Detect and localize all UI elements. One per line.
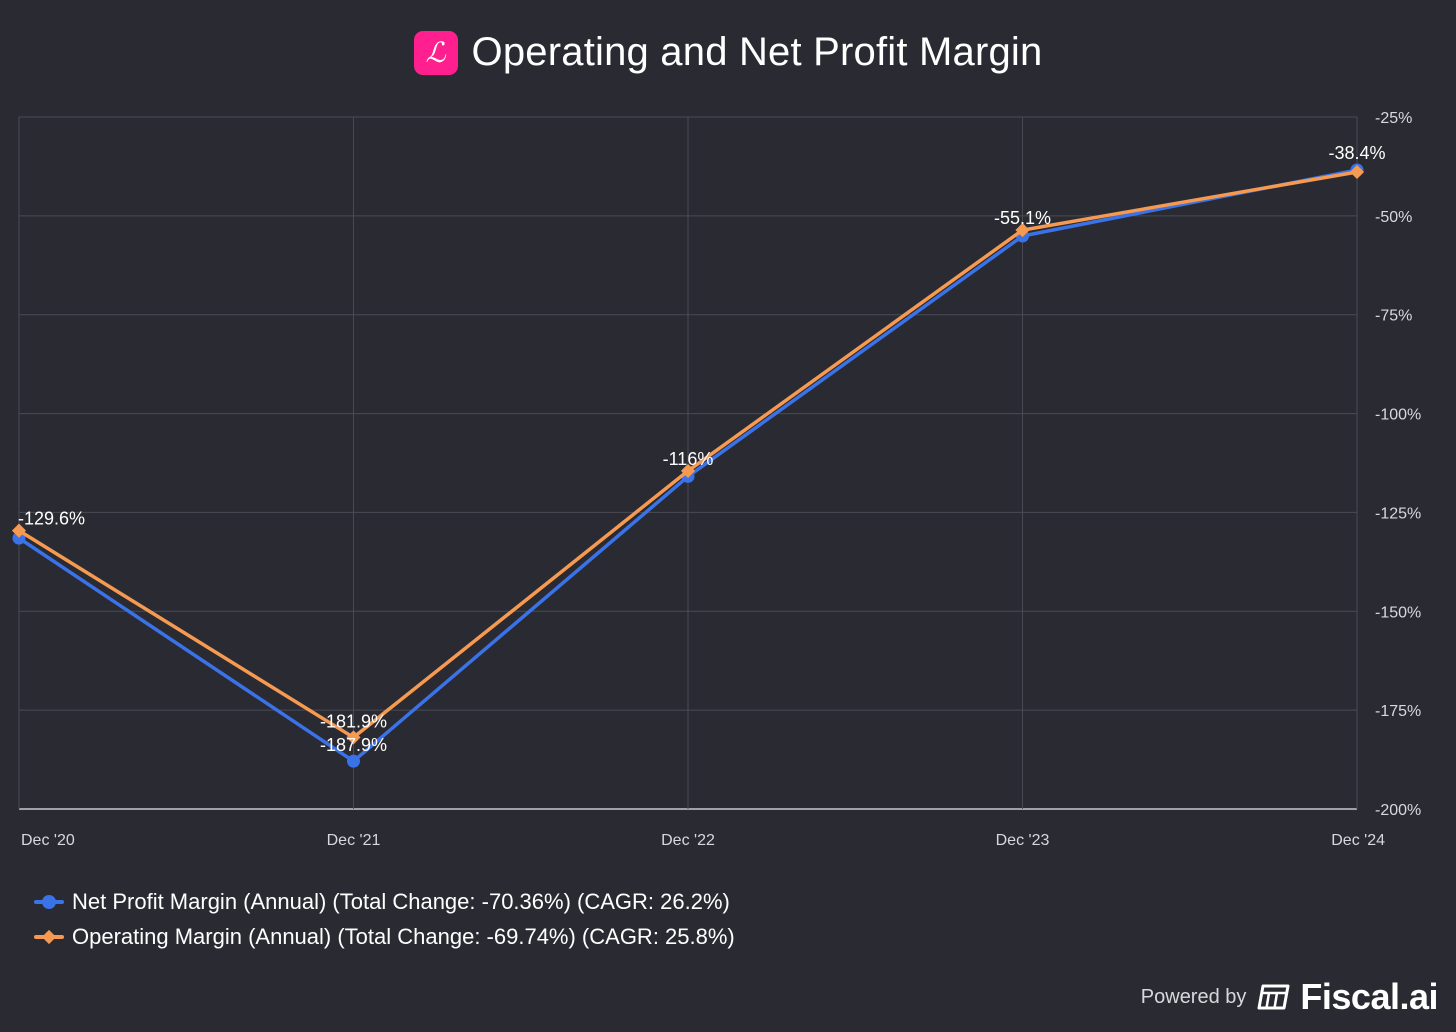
- operating-margin-data-label: -181.9%: [320, 711, 387, 731]
- fiscal-ai-logo-icon[interactable]: [1256, 982, 1290, 1012]
- operating-margin-data-label: -116%: [663, 449, 714, 469]
- legend-diamond-marker-icon: [34, 929, 64, 944]
- operating-margin-point[interactable]: [680, 463, 696, 478]
- powered-by-text: Powered by: [1140, 985, 1247, 1008]
- y-tick-label: -50%: [1375, 209, 1412, 226]
- net-profit-data-label: -187.9%: [320, 735, 387, 755]
- y-tick-label: -75%: [1375, 308, 1412, 325]
- chart-legend: Net Profit Margin (Annual) (Total Change…: [34, 884, 735, 954]
- y-tick-label: -125%: [1375, 505, 1421, 522]
- x-tick-label: Dec '22: [661, 832, 715, 849]
- y-tick-label: -200%: [1375, 802, 1421, 819]
- x-tick-label: Dec '24: [1331, 832, 1385, 849]
- x-tick-label: Dec '21: [327, 832, 381, 849]
- legend-circle-marker-icon: [34, 894, 64, 909]
- series-layer: [11, 163, 1365, 768]
- data-label-layer: -187.9% -129.6% -181.9% -116% -55.1% -38.4%: [18, 143, 1386, 755]
- brand-name[interactable]: Fiscal.ai: [1300, 976, 1438, 1017]
- x-tick-label: Dec '20: [21, 832, 75, 849]
- legend-item-operating[interactable]: Operating Margin (Annual) (Total Change:…: [34, 919, 735, 954]
- operating-margin-point[interactable]: [11, 523, 27, 538]
- y-tick-label: -100%: [1375, 407, 1421, 424]
- legend-label-net-profit: Net Profit Margin (Annual) (Total Change…: [72, 888, 730, 914]
- operating-margin-data-label: -129.6%: [18, 509, 85, 529]
- y-tick-label: -150%: [1375, 604, 1421, 621]
- line-chart: -25% -50% -75% -100% -125% -150% -175% -200% Dec…: [11, 110, 1421, 849]
- legend-label-operating: Operating Margin (Annual) (Total Change:…: [72, 923, 735, 949]
- net-profit-point[interactable]: [347, 754, 360, 768]
- legend-item-net-profit[interactable]: Net Profit Margin (Annual) (Total Change…: [34, 884, 735, 919]
- y-tick-label: -25%: [1375, 110, 1412, 127]
- company-logo-icon: ℒ: [413, 30, 458, 75]
- operating-margin-data-label: -38.4%: [1328, 143, 1385, 163]
- chart-title: Operating and Net Profit Margin: [471, 30, 1043, 74]
- x-tick-label: Dec '23: [996, 832, 1050, 849]
- axis-layer: -25% -50% -75% -100% -125% -150% -175% -200% Dec…: [21, 110, 1421, 849]
- chart-header: ℒ Operating and Net Profit Margin: [0, 30, 1456, 75]
- operating-margin-data-label: -55.1%: [994, 208, 1051, 228]
- grid-layer: [18, 116, 1358, 810]
- operating-margin-point[interactable]: [1349, 164, 1365, 180]
- operating-margin-point[interactable]: [1015, 223, 1030, 238]
- net-profit-point[interactable]: [12, 531, 26, 545]
- operating-margin-point[interactable]: [346, 730, 361, 745]
- y-tick-label: -175%: [1375, 703, 1421, 720]
- footer-attribution: Powered by Fiscal.ai: [1140, 976, 1439, 1018]
